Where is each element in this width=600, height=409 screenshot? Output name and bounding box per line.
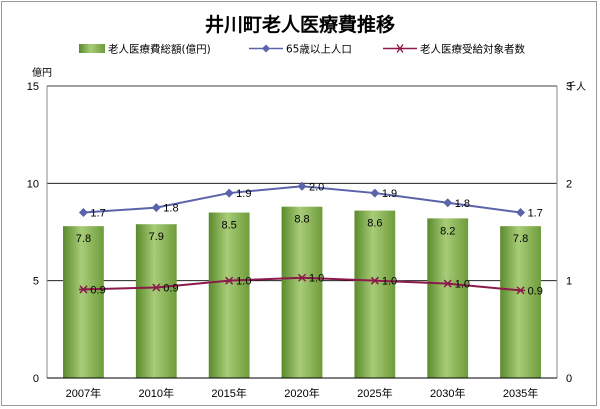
right-axis-unit: 千人 xyxy=(566,81,586,93)
population-value-label: 1.7 xyxy=(528,208,543,220)
population-value-label: 1.8 xyxy=(163,203,178,215)
left-tick-label: 0 xyxy=(33,373,39,385)
bar-value-label: 8.8 xyxy=(294,214,309,226)
recipients-value-label: 1.0 xyxy=(455,279,470,291)
recipients-value-label: 1.0 xyxy=(236,276,251,288)
legend-marker-population xyxy=(262,44,270,53)
legend-label-bar: 老人医療費総額(億円) xyxy=(108,43,211,56)
population-value-label: 2.0 xyxy=(309,181,324,193)
left-tick-label: 15 xyxy=(27,81,39,93)
legend: 老人医療費総額(億円) 65歳以上人口 老人医療受給対象者数 xyxy=(79,43,525,56)
population-point xyxy=(443,198,453,208)
recipients-point xyxy=(224,276,234,285)
bar xyxy=(208,212,250,378)
left-tick-label: 10 xyxy=(27,178,39,190)
population-value-label: 1.9 xyxy=(382,188,397,200)
population-point xyxy=(151,203,161,213)
recipients-point xyxy=(370,276,380,285)
left-axis-unit: 億円 xyxy=(32,66,52,79)
population-value-label: 1.9 xyxy=(236,188,251,200)
bar-value-label: 7.8 xyxy=(513,233,528,245)
right-tick-label: 0 xyxy=(566,373,572,385)
category-label: 2015年 xyxy=(211,386,246,400)
right-tick-label: 1 xyxy=(566,276,572,288)
recipients-value-label: 1.0 xyxy=(309,273,324,285)
category-label: 2020年 xyxy=(284,386,319,400)
legend-swatch-bar xyxy=(79,44,105,53)
category-label: 2007年 xyxy=(66,386,101,400)
recipients-point xyxy=(443,279,453,288)
population-point xyxy=(516,208,526,218)
bar-value-label: 8.5 xyxy=(221,220,236,232)
category-label: 2030年 xyxy=(430,386,465,400)
legend-marker-recipients xyxy=(396,44,404,53)
bar-value-label: 7.8 xyxy=(76,233,91,245)
legend-label-population: 65歳以上人口 xyxy=(286,44,352,56)
population-point xyxy=(370,188,380,198)
recipients-point xyxy=(297,273,307,282)
right-tick-label: 3 xyxy=(566,81,572,93)
bar-value-label: 8.6 xyxy=(367,218,382,230)
left-tick-label: 5 xyxy=(33,276,39,288)
bar xyxy=(354,210,396,378)
recipients-point xyxy=(151,283,161,292)
category-label: 2010年 xyxy=(139,386,174,400)
data-labels: 7.8 7.9 8.5 8.8 8.6 8.2 7.8 1.7 1.8 1.9 2.0 1.9 1.8 1… xyxy=(76,181,543,297)
category-label: 2025年 xyxy=(357,386,392,400)
bar-value-label: 8.2 xyxy=(440,225,455,237)
recipients-value-label: 0.9 xyxy=(90,284,105,296)
bar-value-label: 7.9 xyxy=(149,231,164,243)
bar xyxy=(500,226,541,378)
line-series xyxy=(78,181,526,295)
population-point xyxy=(78,208,88,218)
bar xyxy=(281,206,323,378)
recipients-value-label: 0.9 xyxy=(528,285,543,297)
right-tick-label: 2 xyxy=(566,178,572,190)
axes: 0 5 10 15 0 1 2 3 2007年 2010年 2015年 2020年 2025年 2030年… xyxy=(27,81,572,400)
legend-label-recipients: 老人医療受給対象者数 xyxy=(420,43,525,56)
category-label: 2035年 xyxy=(503,386,538,400)
recipients-point xyxy=(516,286,526,295)
population-value-label: 1.7 xyxy=(90,208,105,220)
chart-title: 井川町老人医療費推移 xyxy=(205,13,395,36)
population-point xyxy=(224,188,234,198)
recipients-value-label: 0.9 xyxy=(163,282,178,294)
population-value-label: 1.8 xyxy=(455,198,470,210)
bar xyxy=(63,226,104,378)
bar xyxy=(427,218,469,378)
bar xyxy=(135,224,177,378)
recipients-value-label: 1.0 xyxy=(382,276,397,288)
population-point xyxy=(297,181,307,191)
bar-series xyxy=(63,206,541,378)
recipients-point xyxy=(78,285,88,294)
